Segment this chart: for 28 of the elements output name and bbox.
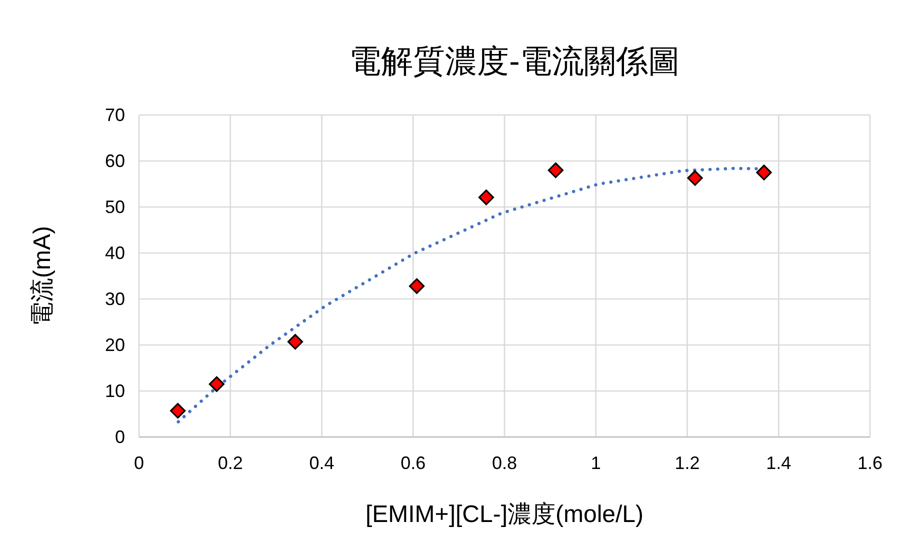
y-axis-title: 電流(mA) xyxy=(29,226,56,326)
x-tick-label: 1.2 xyxy=(674,453,700,473)
point xyxy=(687,170,703,186)
y-tick-label: 70 xyxy=(104,105,125,125)
point xyxy=(478,190,494,206)
x-tick-label: 0.8 xyxy=(492,453,518,473)
x-tick-label: 1 xyxy=(590,453,601,473)
x-tick-label: 1.4 xyxy=(766,453,792,473)
y-tick-label: 40 xyxy=(104,243,125,263)
x-tick-label: 0 xyxy=(134,453,144,473)
y-tick-label: 0 xyxy=(114,427,125,447)
y-tick-label: 50 xyxy=(104,197,125,217)
x-tick-label: 1.6 xyxy=(857,453,883,473)
point xyxy=(170,402,186,419)
y-tick-label: 20 xyxy=(104,335,125,355)
x-tick-label: 0.2 xyxy=(218,453,243,473)
y-tick-label: 30 xyxy=(104,289,125,309)
point xyxy=(548,162,564,178)
y-tick-label: 10 xyxy=(104,381,125,401)
point xyxy=(287,334,304,350)
x-tick-label: 0.6 xyxy=(400,453,426,473)
point xyxy=(756,164,772,180)
point xyxy=(408,278,425,294)
x-axis-title: [EMIM+][CL-]濃度(mole/L) xyxy=(365,501,644,528)
x-tick-label: 0.4 xyxy=(309,453,334,473)
point xyxy=(208,376,224,392)
y-tick-label: 60 xyxy=(104,151,125,171)
chart-title: 電解質濃度-電流關係圖 xyxy=(349,43,680,79)
